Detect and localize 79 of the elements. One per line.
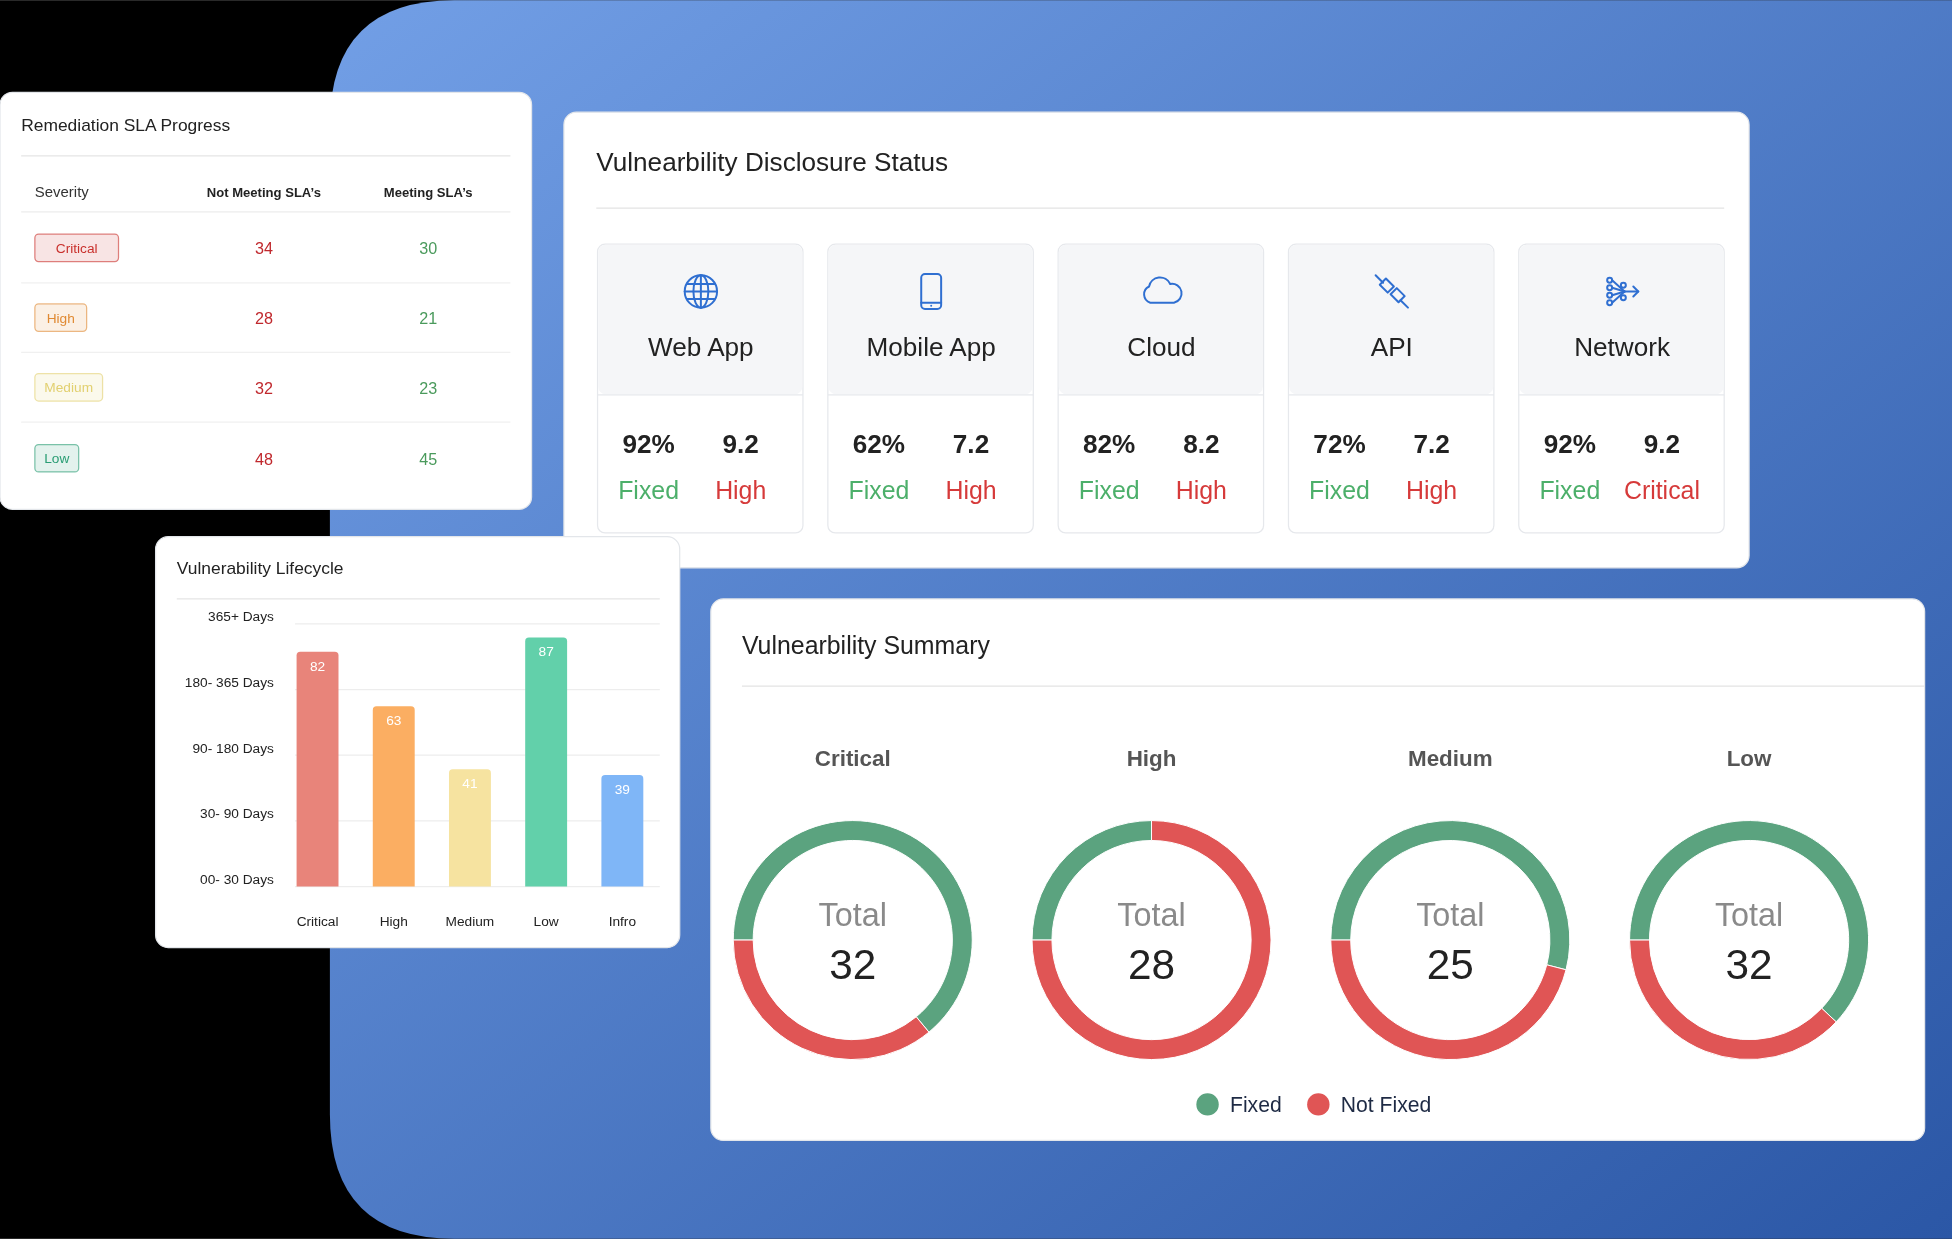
text: 25 (1426, 940, 1474, 988)
data-label: 34 (254, 239, 273, 258)
legend-label: Fixed (1229, 1092, 1282, 1116)
text: 7.2 (1413, 429, 1450, 460)
bar (448, 769, 491, 887)
category-label: Low (44, 451, 70, 467)
data-label: 23 (419, 378, 438, 397)
data-label: 28 (254, 308, 273, 327)
text: 00- 30 Days (200, 872, 275, 888)
category-label: Cloud (1127, 332, 1196, 363)
bar (601, 774, 644, 887)
chart-title: Vulnerability Lifecycle (176, 558, 344, 579)
x-tick-label: High (379, 914, 408, 930)
text: Fixed (1078, 476, 1140, 505)
bar (296, 651, 339, 887)
series-label: Not Meeting SLA’s (206, 184, 322, 200)
text: Vulnearbility Summary (741, 630, 991, 659)
data-label: 45 (419, 449, 438, 468)
data-label: 63 (386, 712, 402, 728)
data-label: 82 (309, 658, 326, 674)
data-label: 30 (419, 239, 438, 258)
text: 365+ Days (208, 609, 275, 625)
text: 28 (1127, 940, 1176, 988)
chart-title: Medium (1408, 745, 1493, 771)
legend-label: Not Fixed (1340, 1092, 1432, 1116)
category-label: Medium (44, 380, 94, 396)
category-label: High (46, 310, 75, 326)
text: High (1175, 476, 1227, 505)
text: Total (1714, 897, 1784, 934)
text: 92% (622, 429, 675, 460)
data-label: 32 (254, 378, 273, 397)
text: 180- 365 Days (184, 675, 275, 691)
text: High (1406, 476, 1458, 505)
chart-title: Critical (814, 745, 891, 771)
chart-title: Low (1726, 745, 1773, 771)
data-label: 48 (254, 449, 273, 468)
bar (525, 637, 568, 887)
text: 90- 180 Days (192, 740, 275, 756)
text: Fixed (1309, 476, 1370, 505)
data-label: 41 (462, 775, 478, 791)
text: 82% (1083, 429, 1136, 460)
donut-slice (1031, 820, 1272, 1060)
text: Severity (34, 182, 90, 200)
text: 32 (829, 940, 877, 988)
text: 72% (1313, 429, 1366, 460)
text: Total (1416, 897, 1485, 934)
category-label: Mobile App (866, 332, 996, 363)
text: Remediation SLA Progress (21, 114, 231, 135)
category-label: Critical (55, 240, 98, 256)
bar (372, 706, 415, 887)
text: 8.2 (1183, 429, 1220, 460)
text: Fixed (848, 476, 910, 505)
text: 9.2 (1643, 429, 1681, 460)
text: 9.2 (722, 429, 759, 460)
data-label: 21 (419, 308, 438, 327)
text: Vulnearbility Disclosure Status (596, 146, 949, 177)
text: Total (1117, 897, 1186, 934)
category-label: Network (1574, 332, 1671, 363)
text: High (715, 476, 767, 505)
x-tick-label: Medium (445, 914, 495, 930)
text: Fixed (618, 476, 680, 505)
x-tick-label: Low (533, 914, 559, 930)
category-label: API (1370, 332, 1413, 363)
chart-title: High (1126, 745, 1177, 771)
text: 30- 90 Days (200, 806, 275, 822)
x-tick-label: Infro (608, 914, 637, 930)
text: Total (818, 897, 887, 934)
text: High (945, 476, 997, 505)
category-label: Web App (648, 332, 754, 363)
text: 32 (1725, 940, 1773, 988)
text: 92% (1543, 429, 1596, 460)
data-label: 39 (614, 781, 630, 797)
text: 62% (852, 429, 906, 460)
text: Critical (1623, 476, 1700, 505)
x-tick-label: Critical (296, 914, 339, 930)
data-label: 87 (538, 644, 554, 660)
text: Meeting SLA’s (383, 184, 473, 200)
text: Fixed (1539, 476, 1601, 505)
text: 7.2 (952, 429, 990, 460)
